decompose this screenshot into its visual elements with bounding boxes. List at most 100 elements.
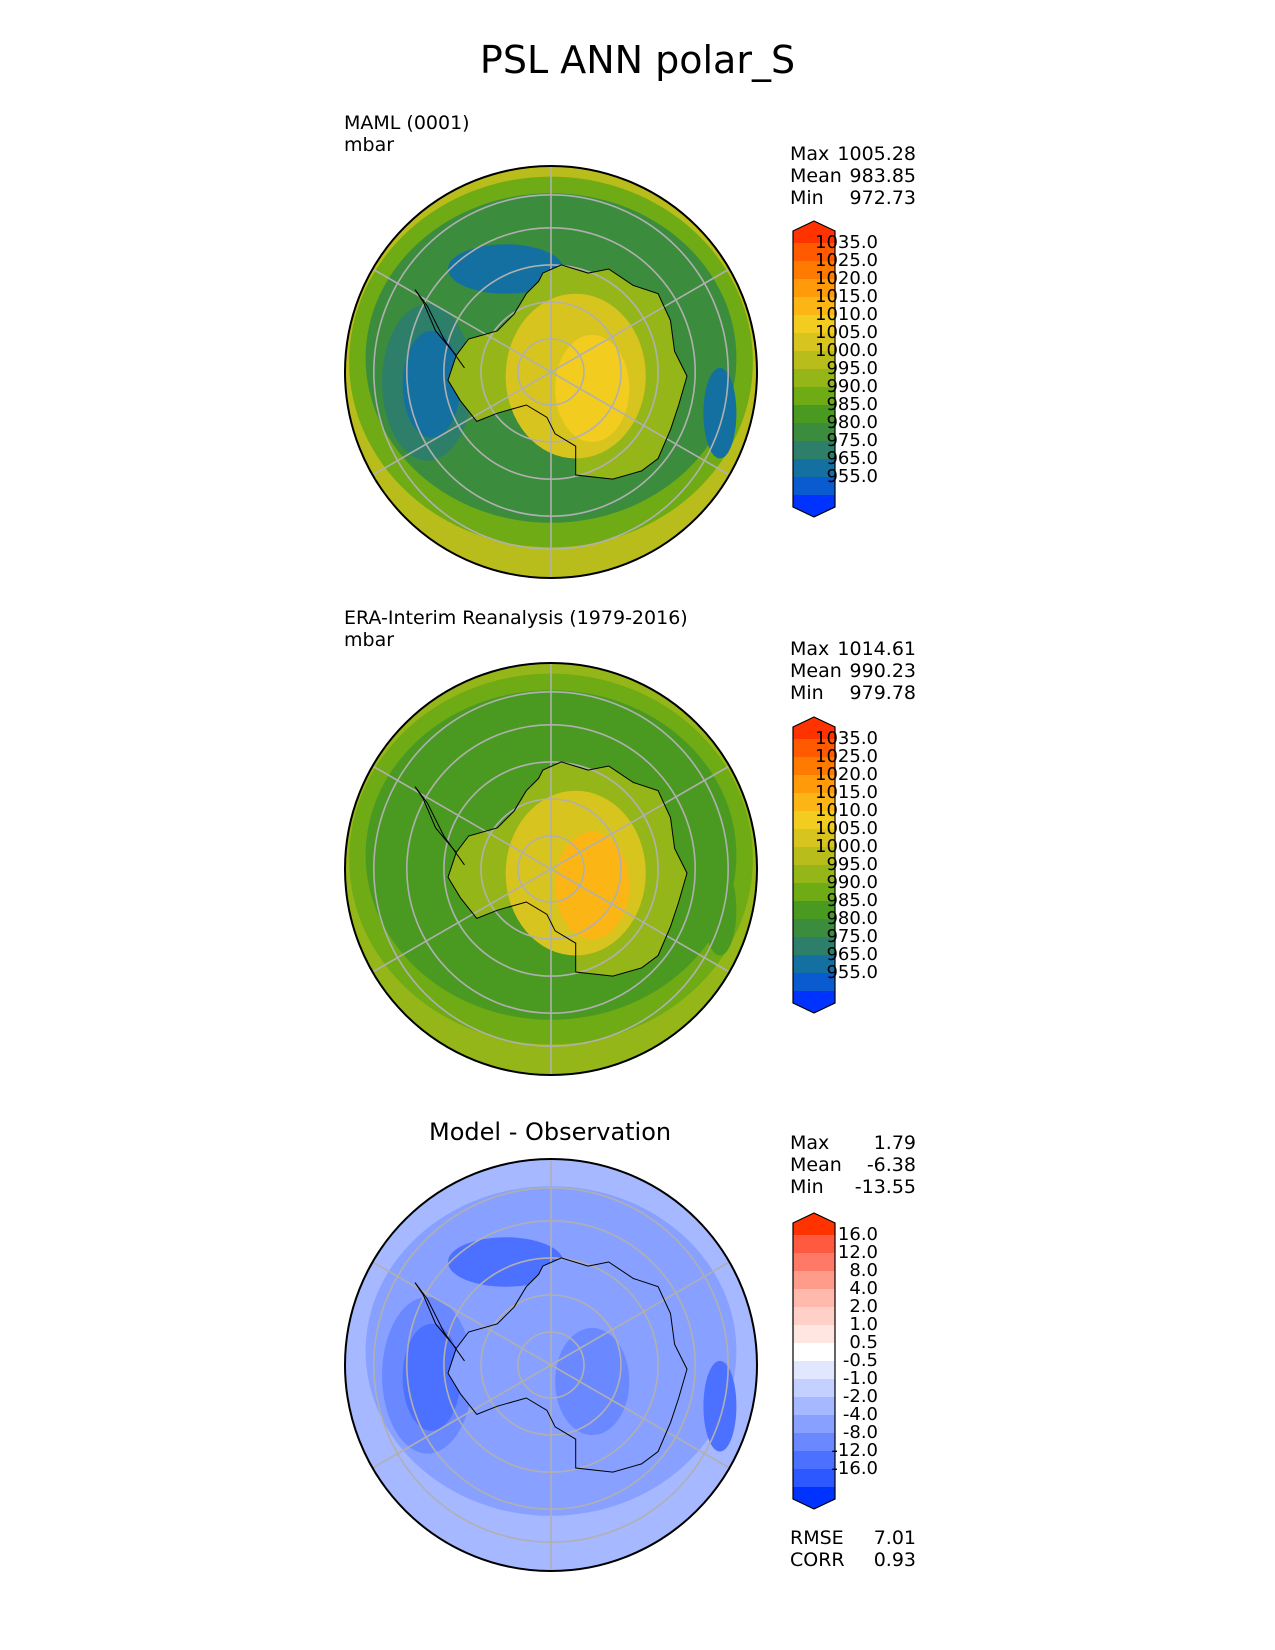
colorbar-segment — [793, 757, 835, 775]
stat-label: Mean — [790, 1154, 842, 1176]
coastline — [447, 264, 688, 480]
metric-value: 0.93 — [873, 1549, 916, 1571]
colorbar-tick-label: 990.0 — [826, 872, 878, 893]
colorbar-tick-label: 12.0 — [837, 1242, 878, 1263]
colorbar-segment — [793, 1307, 835, 1325]
stat-value: 1.79 — [873, 1132, 916, 1154]
colorbar-segment — [793, 459, 835, 477]
colorbar-segment — [793, 865, 835, 883]
colorbar-tick-label: 8.0 — [849, 1260, 878, 1281]
colorbar-obs — [792, 716, 836, 1014]
stat-value: -6.38 — [866, 1154, 916, 1176]
panel1-units: mbar — [344, 134, 395, 156]
colorbar-segment — [793, 315, 835, 333]
stat-value: 972.73 — [849, 187, 916, 209]
colorbar-segment — [793, 405, 835, 423]
colorbar-tick-label: 1005.0 — [815, 818, 878, 839]
colorbar-segment — [793, 955, 835, 973]
graticule-meridian — [372, 268, 730, 476]
stat-value: 1005.28 — [837, 143, 916, 165]
colorbar-segment — [793, 279, 835, 297]
panel3-metrics: RMSE 7.01 CORR 0.93 — [790, 1527, 916, 1571]
colorbar-segment — [793, 1253, 835, 1271]
field-high-core — [555, 334, 630, 443]
stat-label: Max — [790, 143, 830, 165]
field-low-west-core — [402, 1323, 461, 1431]
stat-label: Mean — [790, 660, 842, 682]
stat-value: 983.85 — [849, 165, 916, 187]
field-high-core — [555, 1327, 630, 1436]
colorbar-tick-label: 975.0 — [826, 926, 878, 947]
colorbar-tick-label: 1025.0 — [815, 250, 878, 271]
colorbar-tick-label: -0.5 — [842, 1350, 878, 1371]
colorbar-tick-label: 4.0 — [849, 1278, 878, 1299]
coastline-peninsula — [414, 289, 465, 369]
colorbar-tick-label: -4.0 — [842, 1404, 878, 1425]
metric-label: CORR — [790, 1549, 845, 1571]
stat-label: Max — [790, 1132, 830, 1154]
colorbar-segment — [793, 1469, 835, 1487]
field-low-east — [703, 367, 737, 459]
colorbar-tick-label: 985.0 — [826, 394, 878, 415]
colorbar-tick-label: -16.0 — [831, 1458, 878, 1479]
colorbar-segment — [793, 423, 835, 441]
colorbar-segment — [793, 901, 835, 919]
metric-label: RMSE — [790, 1527, 844, 1549]
colorbar-tick-label: 1020.0 — [815, 764, 878, 785]
colorbar-tick-label: 955.0 — [826, 962, 878, 983]
colorbar-tick-label: 1015.0 — [815, 782, 878, 803]
field-high-core — [555, 831, 630, 940]
stat-value: 1014.61 — [837, 638, 916, 660]
colorbar-segment — [793, 1235, 835, 1253]
stat-value: 979.78 — [849, 682, 916, 704]
colorbar-outline — [792, 220, 836, 518]
colorbar-segment — [793, 973, 835, 991]
map-obs — [344, 662, 758, 1076]
field-low-east — [703, 1360, 737, 1452]
colorbar-segment — [793, 739, 835, 757]
coastline — [447, 761, 688, 977]
map-field — [345, 1159, 757, 1571]
graticule-meridian — [372, 765, 730, 973]
colorbar-tick-label: 1010.0 — [815, 304, 878, 325]
colorbar-segment — [793, 811, 835, 829]
colorbar-segment — [793, 441, 835, 459]
colorbar-tick-label: 985.0 — [826, 890, 878, 911]
coastline — [447, 1257, 688, 1473]
graticule-meridian — [372, 1261, 730, 1469]
colorbar-tick-label: 995.0 — [826, 358, 878, 379]
colorbar-tick-label: 1035.0 — [815, 728, 878, 749]
coastline-peninsula — [414, 786, 465, 866]
colorbar-segment — [793, 937, 835, 955]
colorbar-tick-label: 1.0 — [849, 1314, 878, 1335]
colorbar-tick-label: -1.0 — [842, 1368, 878, 1389]
colorbar-segment — [793, 829, 835, 847]
colorbar-tick-label: 1015.0 — [815, 286, 878, 307]
stat-label: Min — [790, 1176, 824, 1198]
panel1-name: MAML (0001) — [344, 112, 470, 134]
map-frame — [344, 1158, 758, 1572]
metric-value: 7.01 — [873, 1527, 916, 1549]
colorbar-segment — [793, 387, 835, 405]
colorbar-tick-label: -2.0 — [842, 1386, 878, 1407]
map-diff — [344, 1158, 758, 1572]
colorbar-tick-label: 1025.0 — [815, 746, 878, 767]
colorbar-tick-label: 975.0 — [826, 430, 878, 451]
figure-title: PSL ANN polar_S — [479, 38, 796, 82]
map-frame — [344, 662, 758, 1076]
colorbar-extend-min — [793, 495, 835, 517]
colorbar-segment — [793, 243, 835, 261]
colorbar-tick-label: 990.0 — [826, 376, 878, 397]
colorbar-segment — [793, 793, 835, 811]
stat-label: Min — [790, 187, 824, 209]
field-low-west-core — [402, 330, 461, 438]
colorbar-tick-label: 2.0 — [849, 1296, 878, 1317]
panel3-stats: Max 1.79 Mean -6.38 Min -13.55 — [790, 1132, 916, 1198]
colorbar-segment — [793, 477, 835, 495]
colorbar-tick-label: 1035.0 — [815, 232, 878, 253]
colorbar-segment — [793, 1289, 835, 1307]
colorbar-segment — [793, 333, 835, 351]
colorbar-segment — [793, 847, 835, 865]
